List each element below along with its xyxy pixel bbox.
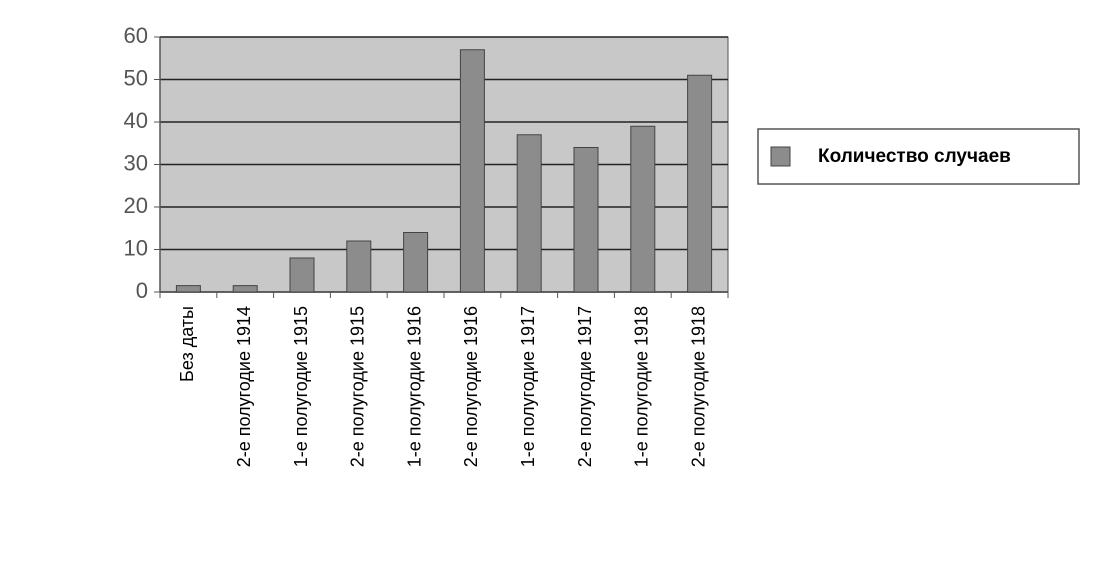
y-tick-label: 40 (124, 108, 148, 133)
x-tick-label: 2-е полугодие 1915 (348, 306, 368, 467)
bar (573, 147, 599, 293)
y-tick-label: 20 (124, 193, 148, 218)
bar (289, 257, 315, 293)
x-tick-label: 1-е полугодие 1917 (518, 306, 538, 467)
x-tick-label: 1-е полугодие 1918 (632, 306, 652, 467)
bar (459, 49, 485, 293)
y-tick-label: 50 (124, 65, 148, 90)
x-tick-label: Без даты (177, 306, 197, 382)
legend-box (757, 128, 1080, 185)
bar (175, 285, 201, 293)
x-tick-label: 2-е полугодие 1917 (575, 306, 595, 467)
bar (346, 240, 372, 293)
x-tick-label: 2-е полугодие 1914 (234, 306, 254, 467)
x-tick-label: 2-е полугодие 1918 (688, 306, 708, 467)
bar (687, 74, 713, 293)
y-tick-label: 30 (124, 150, 148, 175)
y-tick-label: 60 (124, 23, 148, 48)
bar (630, 125, 656, 293)
bar (403, 232, 429, 293)
y-tick-label: 0 (136, 278, 148, 303)
legend-label: Количество случаев (818, 146, 1011, 167)
bar (516, 134, 542, 293)
legend-marker (770, 146, 791, 167)
x-tick-label: 2-е полугодие 1916 (461, 306, 481, 467)
x-tick-label: 1-е полугодие 1916 (404, 306, 424, 467)
bar (232, 285, 258, 293)
y-tick-label: 10 (124, 235, 148, 260)
x-tick-label: 1-е полугодие 1915 (291, 306, 311, 467)
